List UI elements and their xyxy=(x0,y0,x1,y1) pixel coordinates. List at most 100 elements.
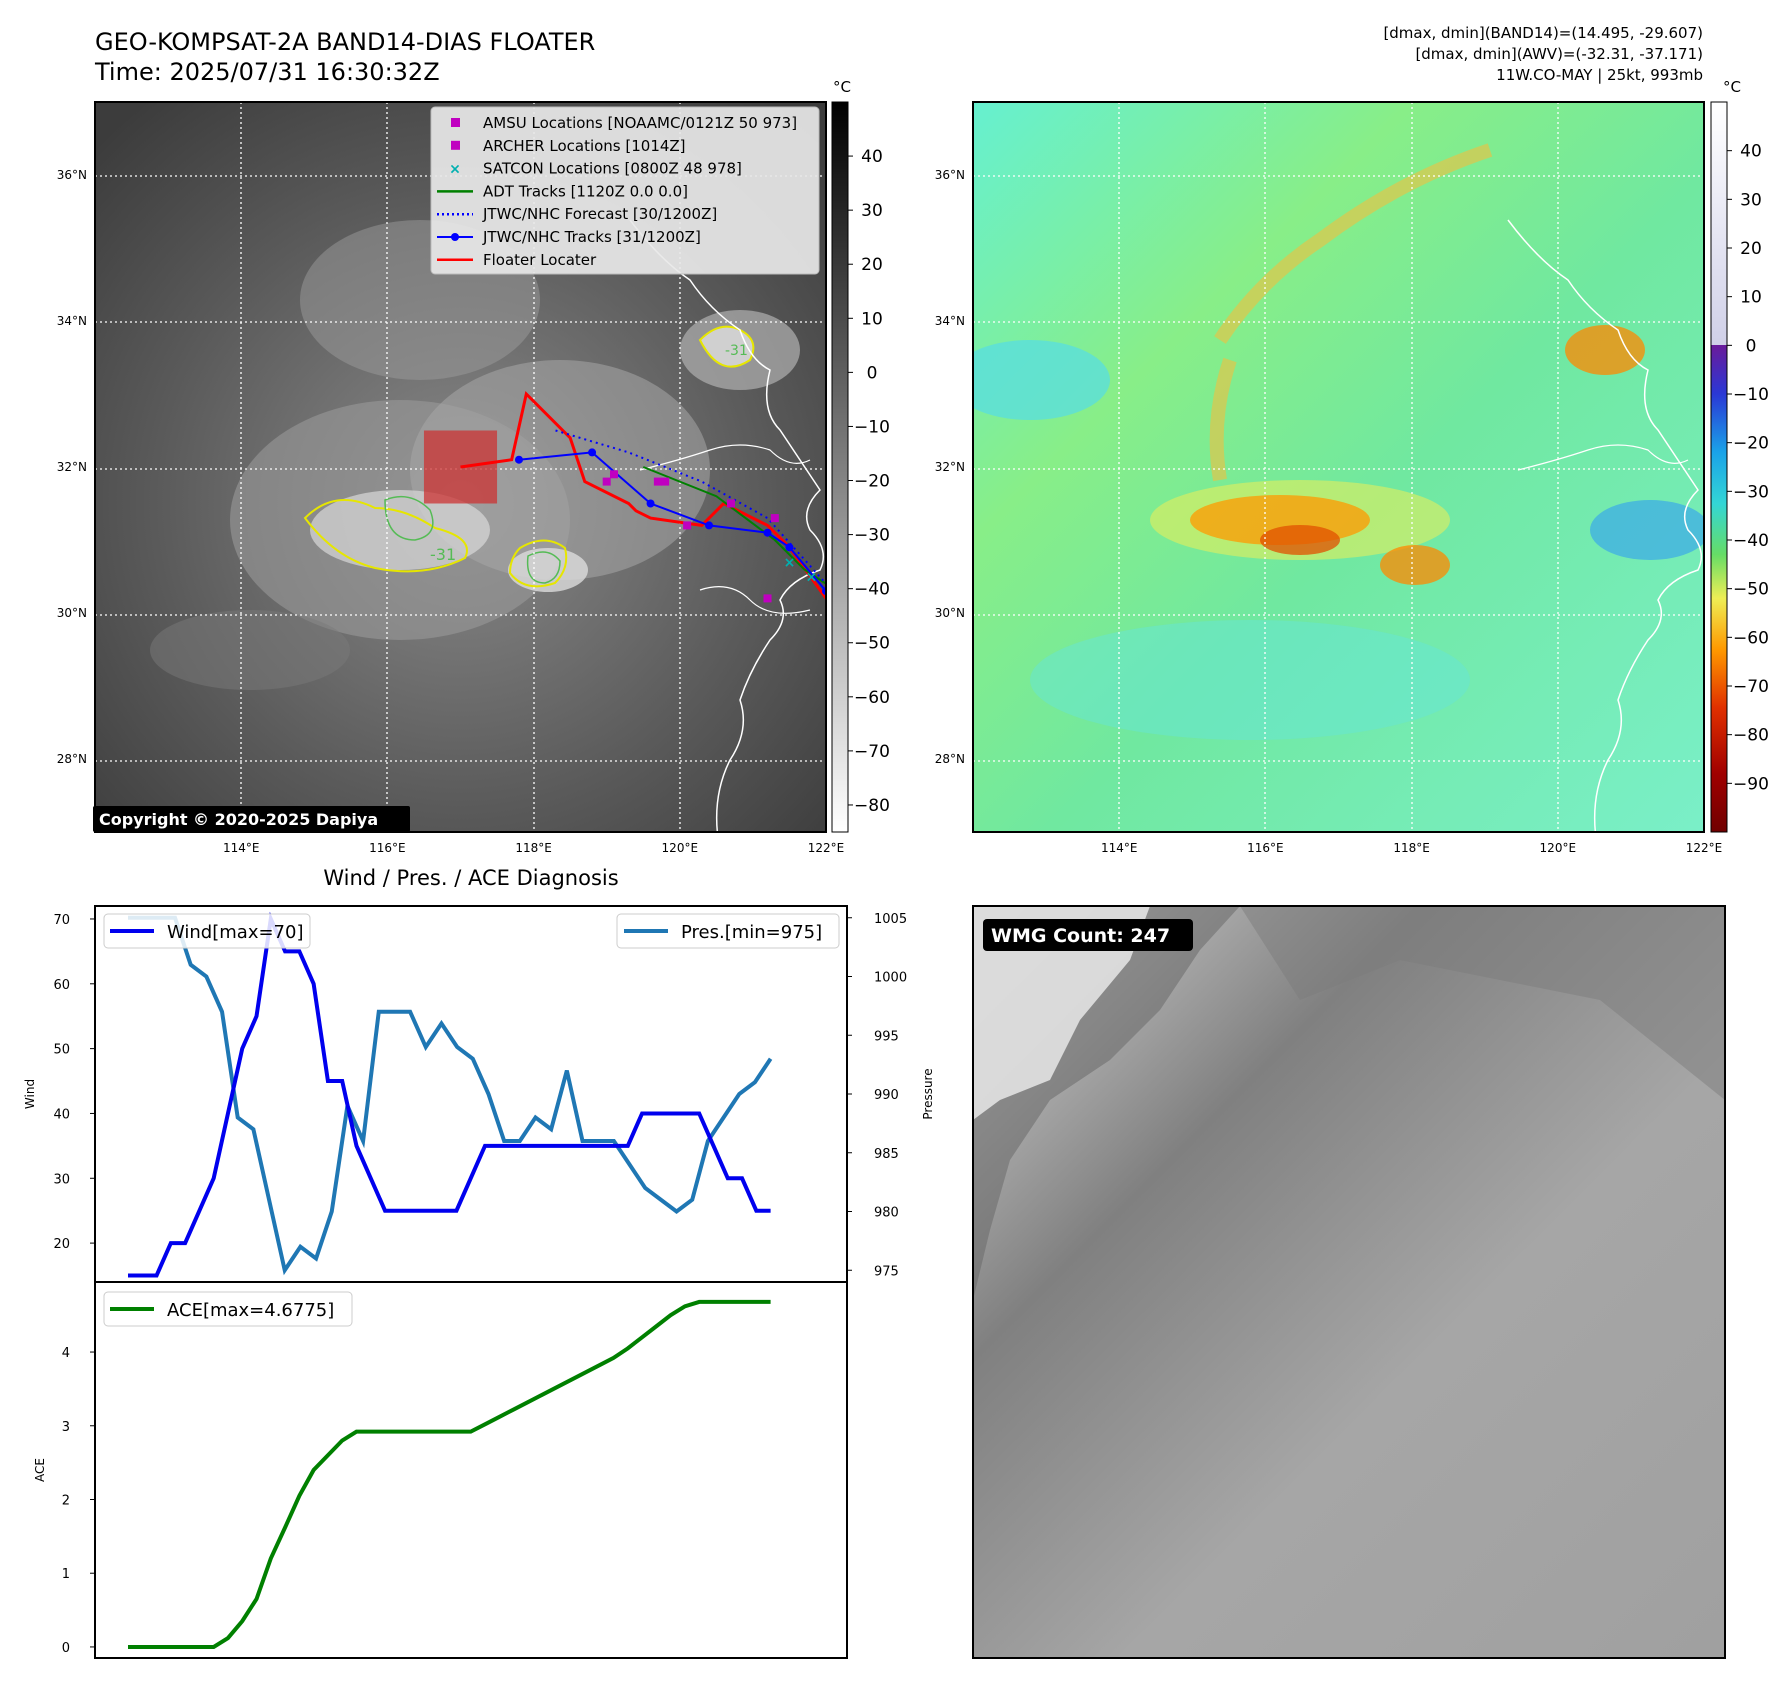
legend-label: SATCON Locations [0800Z 48 978] xyxy=(483,160,742,178)
pressure-ytick-label: 995 xyxy=(874,1029,899,1044)
colorbar-tick-label: −40 xyxy=(854,580,890,600)
lat-label: 32°N xyxy=(57,460,87,474)
stats-line-1: [dmax, dmin](BAND14)=(14.495, -29.607) xyxy=(1383,24,1703,42)
figure-time: Time: 2025/07/31 16:30:32Z xyxy=(94,58,440,86)
lon-label: 122°E xyxy=(1686,841,1723,855)
jtwc-track-point xyxy=(514,455,523,464)
ace-chart: 0 1 2 3 4 ACE ACE[max=4.6775] xyxy=(33,1281,848,1659)
legend-marker-square xyxy=(451,140,460,150)
wv-features xyxy=(973,143,1704,740)
amsu-point xyxy=(726,499,735,508)
ir-coastline xyxy=(629,219,825,832)
lon-label: 118°E xyxy=(1393,841,1430,855)
pressure-legend: Pres.[min=975] xyxy=(616,913,840,949)
lat-label: 36°N xyxy=(57,168,87,182)
lon-label: 120°E xyxy=(662,841,699,855)
amsu-point xyxy=(653,477,662,486)
legend-label: ARCHER Locations [1014Z] xyxy=(483,137,686,155)
wind-legend-label: Wind[max=70] xyxy=(167,922,304,943)
lat-label: 30°N xyxy=(935,606,965,620)
amsu-point xyxy=(602,477,611,486)
ace-series-line xyxy=(128,1299,771,1649)
legend-box xyxy=(430,106,820,275)
legend-label: ADT Tracks [1120Z 0.0 0.0] xyxy=(483,182,688,200)
jtwc-track-point xyxy=(646,499,655,508)
colorbar-tick-label: −70 xyxy=(1733,677,1769,697)
colorbar-tick-label: 10 xyxy=(1740,288,1762,308)
amsu-point xyxy=(683,521,692,530)
lon-label: 114°E xyxy=(223,841,260,855)
amsu-point xyxy=(661,477,670,486)
ace-ytick-label: 3 xyxy=(62,1420,70,1435)
pressure-legend-label: Pres.[min=975] xyxy=(681,922,822,943)
lat-label: 32°N xyxy=(935,460,965,474)
colorbar-tick-label: −50 xyxy=(1733,580,1769,600)
colorbar-tick-label: −10 xyxy=(854,417,890,437)
wv-lon-labels: 114°E 116°E 118°E 120°E 122°E xyxy=(1101,841,1722,855)
legend-label: JTWC/NHC Tracks [31/1200Z] xyxy=(482,228,701,246)
ace-ytick-label: 4 xyxy=(62,1346,70,1361)
ir-lat-labels: 36°N 34°N 32°N 30°N 28°N xyxy=(57,168,87,766)
wmg-count: WMG Count: 247 xyxy=(991,925,1170,947)
stats-line-3: 11W.CO-MAY | 25kt, 993mb xyxy=(1496,66,1703,84)
colorbar-left-unit: °C xyxy=(833,78,851,96)
lon-label: 114°E xyxy=(1101,841,1138,855)
pressure-ytick-label: 985 xyxy=(874,1147,899,1162)
wind-plot-area xyxy=(95,906,847,1282)
colorbar-tick-label: 40 xyxy=(1740,142,1762,162)
amsu-point xyxy=(610,470,619,479)
satcon-point: × xyxy=(806,570,818,586)
colorbar-tick-label: 40 xyxy=(861,147,883,167)
colorbar-tick-label: −80 xyxy=(1733,726,1769,746)
lat-label: 30°N xyxy=(57,606,87,620)
floater-track-line xyxy=(460,391,826,600)
lat-label: 28°N xyxy=(57,752,87,766)
wv-lat-labels: 36°N 34°N 32°N 30°N 28°N xyxy=(935,168,965,766)
wind-series-line xyxy=(128,911,771,1278)
ir-frame xyxy=(94,101,827,833)
colorbar-tick-label: 30 xyxy=(1740,190,1762,210)
amsu-point xyxy=(770,514,779,523)
ace-ytick-label: 2 xyxy=(62,1493,70,1508)
jtwc-track-point xyxy=(705,521,714,530)
ace-plot-area xyxy=(95,1282,847,1658)
lon-label: 116°E xyxy=(369,841,406,855)
colorbar-tick-label: −20 xyxy=(1733,434,1769,454)
colorbar-tick-label: 10 xyxy=(861,309,883,329)
colorbar-left-gradient xyxy=(831,101,849,833)
ace-legend-label: ACE[max=4.6775] xyxy=(167,1300,334,1321)
contour-label-2: -31 xyxy=(725,343,748,359)
colorbar-tick-label: −30 xyxy=(1733,482,1769,502)
legend-label: AMSU Locations [NOAAMC/0121Z 50 973] xyxy=(483,114,797,132)
lat-label: 28°N xyxy=(935,752,965,766)
diagnosis-title: Wind / Pres. / ACE Diagnosis xyxy=(323,866,618,890)
colorbar-left: °C 40 30 20 10 0 −10 −20 −30 −40 −50 −60 −70 −80 xyxy=(831,78,890,833)
ace-axis-label: ACE xyxy=(33,1458,47,1482)
colorbar-tick-label: 20 xyxy=(1740,239,1762,259)
colorbar-tick-label: −10 xyxy=(1733,385,1769,405)
wv-map-panel: 36°N 34°N 32°N 30°N 28°N 114°E 116°E 118°E 120°… xyxy=(935,101,1722,855)
colorbar-tick-label: 0 xyxy=(867,363,878,383)
colorbar-tick-label: 30 xyxy=(861,201,883,221)
colorbar-tick-label: −30 xyxy=(854,526,890,546)
lon-label: 120°E xyxy=(1540,841,1577,855)
colorbar-tick-label: −60 xyxy=(854,688,890,708)
colorbar-tick-label: 0 xyxy=(1746,336,1757,356)
legend-marker-square xyxy=(451,118,460,127)
wind-pressure-chart: Wind / Pres. / ACE Diagnosis 20 30 40 50 60 7… xyxy=(23,866,935,1283)
ir-lon-labels: 114°E 116°E 118°E 120°E 122°E xyxy=(223,841,844,855)
copyright-text: Copyright © 2020-2025 Dapiya xyxy=(99,810,378,829)
lat-label: 36°N xyxy=(935,168,965,182)
stats-line-2: [dmax, dmin](AWV)=(-32.31, -37.171) xyxy=(1415,45,1703,63)
legend-label: JTWC/NHC Forecast [30/1200Z] xyxy=(482,205,717,223)
wind-ytick-label: 70 xyxy=(53,913,70,928)
legend-marker-dot xyxy=(451,233,459,241)
wmg-frame xyxy=(972,905,1726,1659)
legend-marker-x: × xyxy=(449,162,461,178)
pressure-ytick-label: 1005 xyxy=(874,912,907,927)
pressure-series-line xyxy=(128,915,773,1276)
lat-label: 34°N xyxy=(57,314,87,328)
wind-ytick-label: 40 xyxy=(53,1107,70,1122)
